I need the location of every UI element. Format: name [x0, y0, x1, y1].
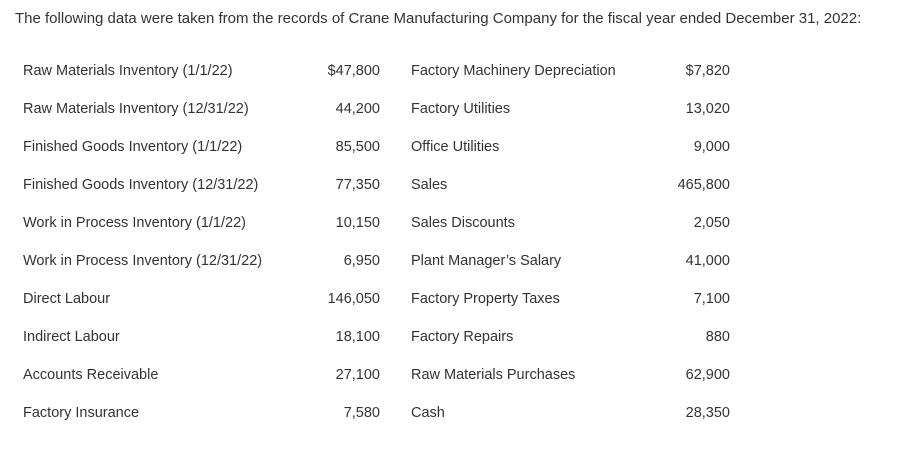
item-amount: 28,350 [685, 405, 730, 421]
item-label: Cash [411, 405, 445, 421]
item-label: Factory Property Taxes [411, 291, 560, 307]
item-amount: 6,950 [343, 253, 380, 269]
item-amount: 7,580 [343, 405, 380, 421]
item-amount: 62,900 [685, 367, 730, 383]
item-amount: 9,000 [693, 139, 730, 155]
item-amount: 44,200 [335, 101, 380, 117]
item-amount: 2,050 [693, 215, 730, 231]
item-label: Work in Process Inventory (1/1/22) [23, 215, 246, 231]
item-amount: 85,500 [335, 139, 380, 155]
item-label: Direct Labour [23, 291, 111, 307]
item-amount: 10,150 [335, 215, 380, 231]
item-label: Raw Materials Purchases [411, 367, 576, 383]
item-label: Sales Discounts [411, 215, 515, 231]
item-amount: 77,350 [335, 177, 380, 193]
item-amount: 27,100 [335, 367, 380, 383]
item-label: Factory Insurance [23, 405, 140, 421]
item-amount: $7,820 [685, 63, 730, 79]
item-label: Factory Utilities [411, 101, 511, 117]
item-label: Finished Goods Inventory (1/1/22) [23, 139, 243, 155]
item-label: Raw Materials Inventory (1/1/22) [23, 63, 233, 79]
item-label: Factory Repairs [411, 329, 514, 345]
item-label: Indirect Labour [23, 329, 120, 345]
item-amount: $47,800 [327, 63, 380, 79]
item-amount: 465,800 [677, 177, 730, 193]
item-label: Factory Machinery Depreciation [411, 63, 616, 79]
item-amount: 18,100 [335, 329, 380, 345]
item-amount: 7,100 [693, 291, 730, 307]
item-label: Office Utilities [411, 139, 500, 155]
item-label: Accounts Receivable [23, 367, 159, 383]
item-amount: 880 [705, 329, 730, 345]
item-amount: 13,020 [685, 101, 730, 117]
item-label: Work in Process Inventory (12/31/22) [23, 253, 263, 269]
item-label: Sales [411, 177, 448, 193]
item-amount: 41,000 [685, 253, 730, 269]
item-label: Finished Goods Inventory (12/31/22) [23, 177, 259, 193]
item-amount: 146,050 [327, 291, 380, 307]
item-label: Raw Materials Inventory (12/31/22) [23, 101, 249, 117]
intro-text: The following data were taken from the r… [15, 10, 862, 27]
item-label: Plant Manager’s Salary [411, 253, 562, 269]
